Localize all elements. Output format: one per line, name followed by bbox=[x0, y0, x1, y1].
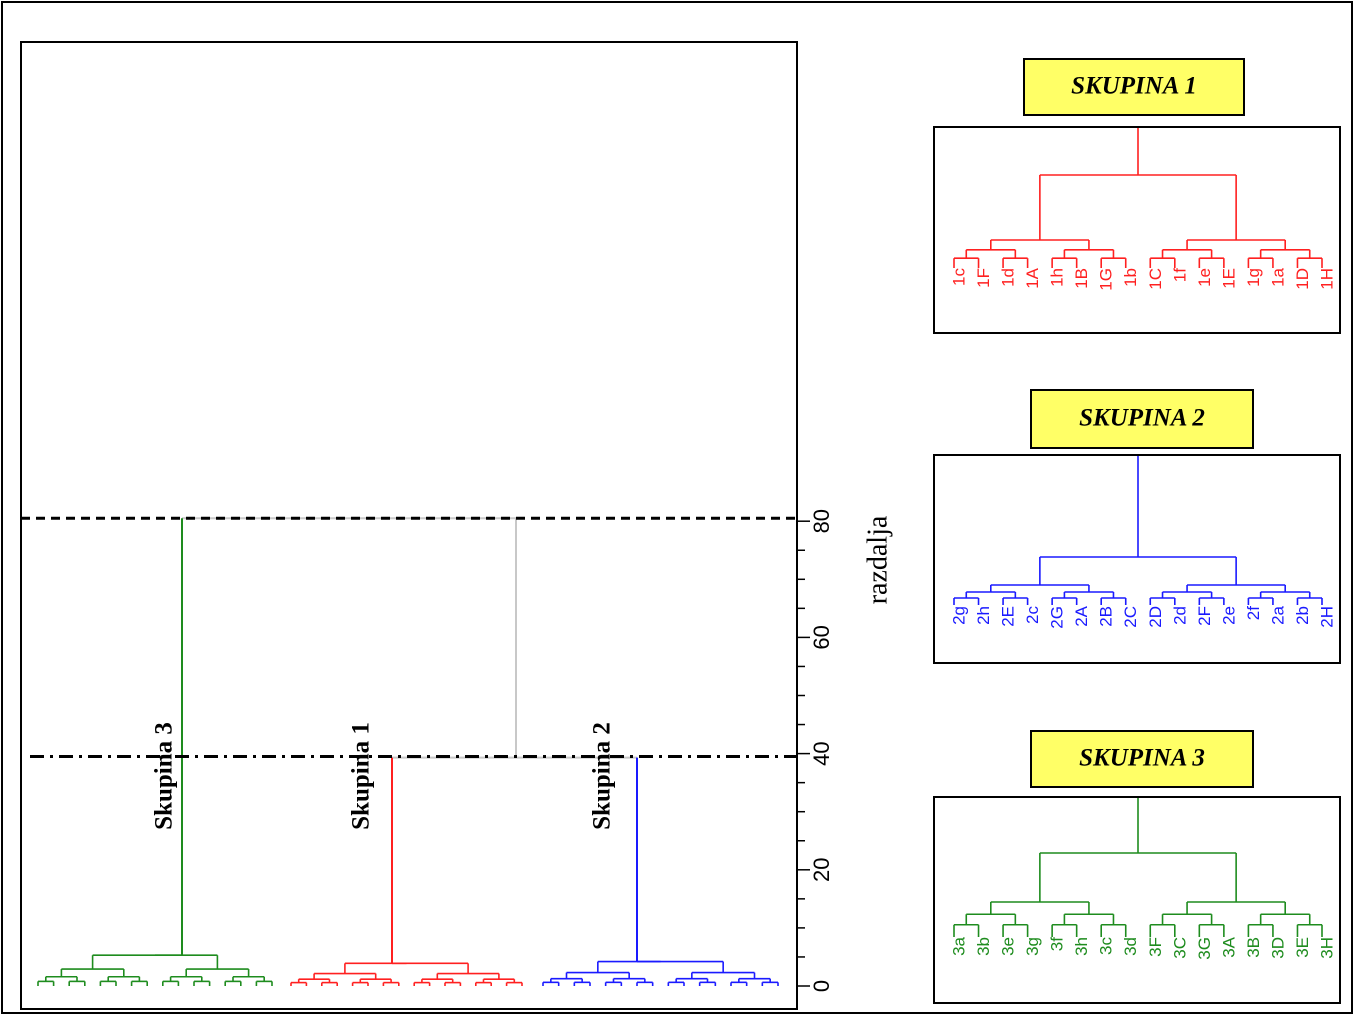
y-axis: 0 20 40 60 80 razdalja bbox=[796, 42, 893, 1009]
main-leaf-links bbox=[37, 954, 779, 986]
cluster-label-skupina-2: Skupina 2 bbox=[589, 722, 616, 830]
leaf-label: 2B bbox=[1097, 606, 1116, 627]
panel-frame bbox=[933, 126, 1341, 334]
leaf-label: 2F bbox=[1195, 606, 1214, 626]
leaf-label: 1e bbox=[1195, 268, 1214, 287]
leaf-label: 2e bbox=[1219, 606, 1238, 625]
leaf-label: 1g bbox=[1244, 268, 1263, 287]
leaf-label: 3D bbox=[1268, 937, 1287, 959]
leaf-label: 3C bbox=[1170, 937, 1189, 959]
y-tick-label: 20 bbox=[809, 858, 834, 882]
leaf-label: 1A bbox=[1023, 267, 1042, 288]
cluster-labels: Skupina 3 Skupina 1 Skupina 2 bbox=[151, 722, 616, 830]
leaf-label: 2a bbox=[1268, 605, 1287, 624]
leaf-label: 3g bbox=[1023, 937, 1042, 956]
panel-skupina-2: SKUPINA 2 2g 2h 2E 2c 2G 2A 2B 2C 2D 2d 2F 2e 2f 2a 2b… bbox=[933, 389, 1341, 664]
main-dendrogram: Skupina 3 Skupina 1 Skupina 2 bbox=[20, 41, 798, 1010]
leaf-label: 3c bbox=[1097, 937, 1116, 955]
leaf-label: 1C bbox=[1146, 268, 1165, 290]
y-tick-label: 0 bbox=[809, 980, 834, 992]
leaf-label: 3F bbox=[1146, 937, 1165, 957]
leaf-label: 2d bbox=[1170, 606, 1189, 625]
panel-frame bbox=[933, 796, 1341, 1004]
leaf-label: 2E bbox=[999, 606, 1018, 627]
leaf-label: 1G bbox=[1097, 268, 1116, 291]
leaf-label: 3f bbox=[1048, 937, 1067, 951]
leaf-label: 3h bbox=[1072, 937, 1091, 956]
panel-skupina-3: SKUPINA 3 3a 3b 3e 3g 3f 3h 3c 3d 3F 3C 3G 3A 3B 3D 3E… bbox=[933, 730, 1341, 1004]
leaf-label: 1d bbox=[999, 268, 1018, 287]
leaf-label: 2D bbox=[1146, 606, 1165, 628]
leaf-label: 1a bbox=[1268, 267, 1287, 286]
leaf-label: 2c bbox=[1023, 606, 1042, 624]
leaf-label: 1F bbox=[974, 268, 993, 288]
y-tick-label: 60 bbox=[809, 625, 834, 649]
leaf-label: 1E bbox=[1219, 268, 1238, 289]
leaf-label: 2g bbox=[949, 606, 968, 625]
y-tick-label: 40 bbox=[809, 741, 834, 765]
panel-frame bbox=[933, 454, 1341, 664]
panel-title-box bbox=[1023, 58, 1245, 116]
leaf-label: 3e bbox=[999, 937, 1018, 956]
leaf-label: 2b bbox=[1293, 606, 1312, 625]
panel-title-box bbox=[1030, 389, 1254, 449]
leaf-label: 3G bbox=[1195, 937, 1214, 960]
leaf-label: 3E bbox=[1293, 937, 1312, 958]
leaf-label: 1H bbox=[1317, 268, 1336, 290]
leaf-label: 2f bbox=[1244, 606, 1263, 620]
leaf-label: 2G bbox=[1048, 606, 1067, 629]
leaf-label: 2A bbox=[1072, 605, 1091, 626]
leaf-label: 1B bbox=[1072, 268, 1091, 289]
y-axis-label: razdalja bbox=[862, 515, 893, 604]
leaf-label: 2h bbox=[974, 606, 993, 625]
leaf-label: 1h bbox=[1048, 268, 1067, 287]
y-ticks: 0 20 40 60 80 bbox=[797, 509, 834, 992]
panel-title: SKUPINA 2 bbox=[1079, 405, 1205, 432]
leaf-label: 1b bbox=[1121, 268, 1140, 287]
panel-title-box bbox=[1030, 730, 1254, 788]
leaf-label: 2H bbox=[1317, 606, 1336, 628]
panel-skupina-1: SKUPINA 1 1c 1F 1d 1A 1h 1B 1G 1b 1C 1f 1e 1E 1g 1a 1D… bbox=[933, 58, 1341, 334]
cluster-label-skupina-3: Skupina 3 bbox=[151, 722, 178, 830]
leaf-label: 3d bbox=[1121, 937, 1140, 956]
leaf-label: 1f bbox=[1170, 268, 1189, 282]
leaf-label: 3A bbox=[1219, 936, 1238, 957]
leaf-label: 3B bbox=[1244, 937, 1263, 958]
leaf-label: 3a bbox=[949, 936, 968, 955]
leaf-label: 2C bbox=[1121, 606, 1140, 628]
leaf-label: 3H bbox=[1317, 937, 1336, 959]
panel-title: SKUPINA 3 bbox=[1079, 745, 1205, 772]
leaf-label: 1c bbox=[949, 268, 968, 286]
cut-lines bbox=[21, 516, 797, 759]
leaf-label: 3b bbox=[974, 937, 993, 956]
leaf-label: 1D bbox=[1293, 268, 1312, 290]
panel-title: SKUPINA 1 bbox=[1071, 73, 1197, 100]
y-tick-label: 80 bbox=[809, 509, 834, 533]
cluster-label-skupina-1: Skupina 1 bbox=[348, 722, 375, 830]
